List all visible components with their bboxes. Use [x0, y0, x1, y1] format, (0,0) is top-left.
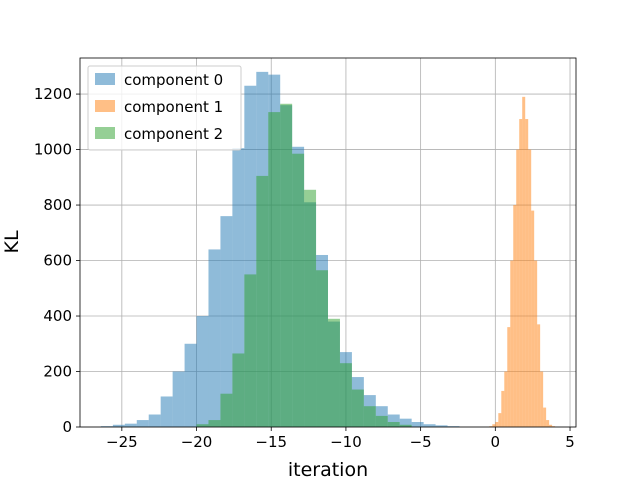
histogram-bar	[387, 422, 400, 427]
histogram-bar	[244, 85, 257, 428]
histogram-bar	[447, 426, 460, 427]
histogram-bar	[399, 418, 412, 427]
x-tick-label: −10	[330, 433, 362, 451]
histogram-bar	[501, 390, 505, 427]
legend-label: component 2	[124, 125, 223, 143]
histogram-bar	[100, 426, 113, 427]
plot-frame	[79, 57, 577, 428]
histogram-bar	[256, 175, 269, 427]
x-tick-label: 0	[491, 433, 501, 451]
legend-label: component 1	[124, 98, 223, 116]
x-tick-label: −5	[410, 433, 432, 451]
histogram-bar	[435, 425, 448, 427]
histogram-bar	[510, 260, 514, 427]
histogram-bar	[328, 318, 340, 427]
histogram-bar	[136, 420, 149, 427]
histogram-bar	[232, 148, 245, 427]
histogram-bar	[292, 153, 305, 427]
histogram-bar	[172, 371, 185, 427]
histogram-bar	[534, 260, 538, 427]
histogram-bar	[196, 316, 209, 427]
legend-label: component 0	[124, 71, 223, 89]
histogram-bar	[489, 426, 493, 427]
histogram-bar	[351, 389, 364, 427]
histogram-bar	[525, 119, 529, 427]
histogram-bar	[507, 327, 511, 427]
y-tick-label: 800	[43, 196, 72, 214]
histogram-bar	[504, 371, 508, 427]
histogram-bar	[304, 189, 317, 427]
histogram-bar	[339, 363, 352, 427]
histogram-bar	[492, 424, 496, 427]
y-tick-label: 1000	[34, 141, 72, 159]
histogram-bar	[423, 424, 436, 427]
histogram-bar	[232, 353, 245, 427]
histogram-bar	[208, 420, 221, 427]
histogram-bar	[552, 426, 556, 427]
legend-frame	[87, 65, 242, 151]
histogram-bar	[531, 210, 535, 427]
legend-swatch	[95, 73, 115, 85]
histogram-bar	[387, 414, 400, 427]
y-tick-label: 0	[62, 418, 72, 436]
histogram-bar	[546, 420, 550, 427]
histogram-bar	[498, 413, 502, 427]
histogram-bar	[363, 406, 376, 427]
legend: component 0 component 1 component 2	[87, 65, 242, 151]
histogram-bar	[208, 249, 221, 427]
histogram-bar	[280, 103, 293, 427]
histogram-bar	[519, 119, 523, 427]
histogram-bar	[196, 424, 209, 427]
histogram-bar	[540, 371, 544, 427]
y-tick-label: 1200	[34, 85, 72, 103]
histogram-bar	[220, 393, 233, 427]
histogram-bar	[399, 424, 412, 427]
histogram-bar	[316, 270, 328, 427]
histogram-bar	[148, 414, 161, 427]
x-tick-label: −25	[106, 433, 138, 451]
x-axis-ticks: −25 −20 −15 −10 −5 0 5	[106, 427, 575, 451]
series-2-bars	[196, 103, 412, 427]
y-tick-label: 400	[43, 307, 72, 325]
series-1-bars	[489, 96, 556, 427]
y-tick-label: 200	[43, 363, 72, 381]
x-axis-label: iteration	[288, 459, 368, 480]
y-axis-label: KL	[1, 230, 23, 253]
x-tick-label: −20	[181, 433, 213, 451]
histogram-bar	[184, 343, 197, 427]
histogram-bar	[244, 274, 257, 427]
histogram-bar	[543, 407, 547, 427]
histogram-bar	[375, 415, 388, 427]
histogram-bar	[160, 396, 173, 427]
legend-swatch	[95, 127, 115, 139]
histogram-bar	[522, 96, 526, 427]
histogram-bar	[124, 423, 137, 427]
y-tick-label: 600	[43, 252, 72, 270]
histogram-bars	[100, 71, 556, 428]
y-axis-ticks: 0 200 400 600 800 1000 1200	[34, 85, 80, 436]
grid-lines	[80, 58, 576, 428]
histogram-bar	[549, 424, 553, 427]
histogram-bar	[411, 422, 424, 427]
histogram-bar	[537, 324, 541, 427]
histogram-bar	[516, 149, 520, 427]
histogram-bar	[220, 216, 233, 427]
histogram-bar	[112, 424, 125, 427]
histogram-bar	[495, 422, 499, 427]
histogram-bar	[528, 149, 532, 427]
histogram-bar	[268, 112, 281, 427]
legend-swatch	[95, 100, 115, 112]
x-tick-label: −15	[255, 433, 287, 451]
histogram-bar	[513, 205, 517, 427]
x-tick-label: 5	[565, 433, 575, 451]
